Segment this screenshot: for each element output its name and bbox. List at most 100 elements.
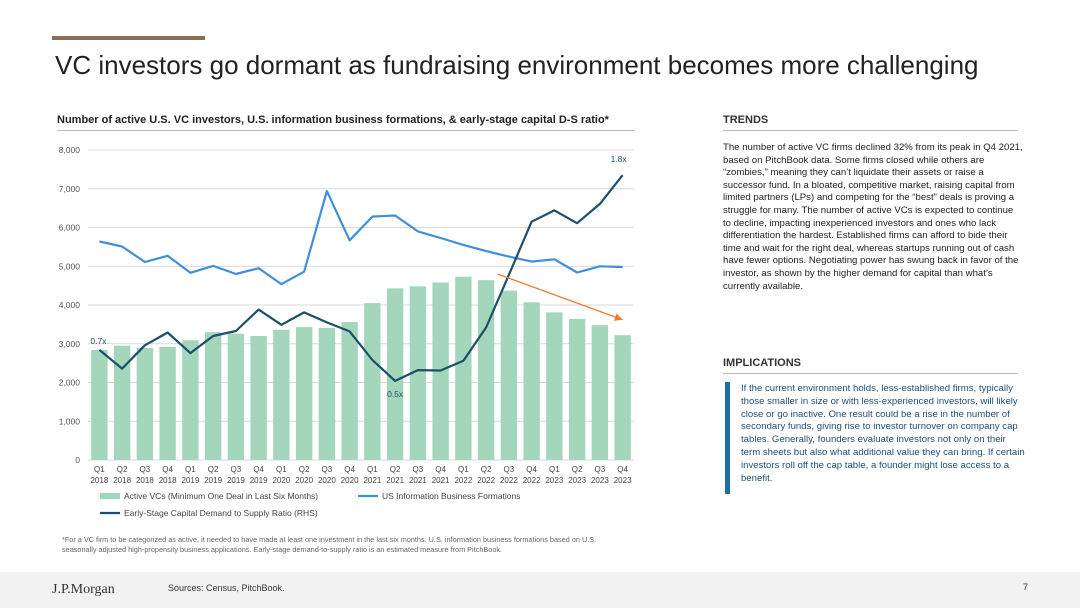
bar-active-vcs: [364, 303, 381, 460]
x-tick-quarter: Q4: [526, 465, 537, 474]
y-tick-label: 5,000: [59, 261, 81, 271]
x-tick-quarter: Q3: [140, 465, 151, 474]
bar-active-vcs: [204, 332, 222, 460]
x-tick-quarter: Q4: [617, 465, 628, 474]
trends-heading: TRENDS: [723, 114, 769, 126]
x-tick-quarter: Q4: [435, 465, 446, 474]
x-tick-quarter: Q3: [413, 465, 424, 474]
line-business-formations: [99, 190, 623, 286]
ratio-annotation: 0.7x: [90, 336, 107, 346]
y-tick-label: 7,000: [59, 184, 81, 194]
bar-active-vcs: [614, 335, 631, 460]
y-tick-label: 8,000: [59, 145, 81, 155]
bar-active-vcs: [136, 348, 154, 460]
x-tick-year: 2019: [204, 476, 222, 485]
x-tick-quarter: Q3: [595, 465, 606, 474]
x-tick-quarter: Q2: [208, 465, 219, 474]
x-tick-year: 2022: [454, 476, 472, 485]
y-tick-label: 6,000: [59, 223, 81, 233]
bar-active-vcs: [500, 290, 518, 460]
bar-active-vcs: [409, 286, 427, 460]
x-tick-quarter: Q4: [162, 465, 173, 474]
legend-label: Active VCs (Minimum One Deal in Last Six…: [124, 491, 318, 501]
bar-active-vcs: [523, 302, 540, 460]
bar-active-vcs: [250, 336, 267, 460]
x-tick-quarter: Q1: [458, 465, 469, 474]
x-tick-year: 2020: [341, 476, 359, 485]
x-tick-quarter: Q3: [322, 465, 333, 474]
x-tick-quarter: Q3: [504, 465, 515, 474]
y-tick-label: 2,000: [59, 378, 81, 388]
x-tick-year: 2023: [591, 476, 609, 485]
x-tick-quarter: Q2: [481, 465, 492, 474]
x-tick-year: 2021: [386, 476, 404, 485]
footer-bar: [0, 572, 1080, 608]
x-tick-quarter: Q2: [117, 465, 128, 474]
x-tick-year: 2018: [113, 476, 131, 485]
x-tick-year: 2021: [409, 476, 427, 485]
chart-footnote: *For a VC firm to be categorized as acti…: [62, 535, 597, 554]
trends-rule: [723, 130, 1018, 131]
ratio-annotation: 0.5x: [387, 389, 404, 399]
x-tick-year: 2019: [181, 476, 199, 485]
x-tick-year: 2018: [159, 476, 177, 485]
legend-swatch: [100, 493, 120, 499]
implications-accent-bar: [725, 382, 730, 494]
x-tick-quarter: Q2: [390, 465, 401, 474]
x-tick-quarter: Q2: [572, 465, 583, 474]
trends-text: The number of active VC firms declined 3…: [723, 142, 1023, 292]
x-tick-quarter: Q2: [299, 465, 310, 474]
bar-active-vcs: [341, 322, 358, 460]
bar-active-vcs: [182, 340, 199, 460]
bar-active-vcs: [295, 327, 313, 460]
x-tick-quarter: Q1: [367, 465, 378, 474]
chart-title-rule: [57, 130, 635, 131]
x-tick-year: 2020: [272, 476, 290, 485]
x-tick-quarter: Q1: [185, 465, 196, 474]
x-tick-quarter: Q1: [94, 465, 105, 474]
combo-chart: 0 1,000 2,000 3,000 4,000 5,000 6,000 7,000 8,00…: [59, 145, 634, 518]
bar-active-vcs: [477, 280, 495, 460]
legend-label: Early-Stage Capital Demand to Supply Rat…: [124, 508, 318, 518]
line-demand-supply-ratio: [98, 174, 624, 382]
x-tick-quarter: Q4: [344, 465, 355, 474]
x-tick-year: 2021: [432, 476, 450, 485]
bar-active-vcs: [568, 318, 586, 460]
x-tick-year: 2020: [295, 476, 313, 485]
bar-active-vcs: [546, 312, 563, 460]
bar-active-vcs: [91, 349, 108, 460]
x-tick-quarter: Q1: [549, 465, 560, 474]
legend-label: US Information Business Formations: [382, 491, 520, 501]
x-tick-year: 2019: [227, 476, 245, 485]
x-tick-quarter: Q1: [276, 465, 287, 474]
bar-active-vcs: [455, 276, 472, 460]
page-title: VC investors go dormant as fundraising e…: [55, 50, 979, 80]
x-tick-year: 2018: [136, 476, 154, 485]
top-accent-rule: [52, 36, 205, 40]
y-tick-label: 1,000: [59, 416, 81, 426]
x-tick-year: 2022: [523, 476, 541, 485]
chart-title: Number of active U.S. VC investors, U.S.…: [57, 114, 609, 126]
trend-arrow: [497, 273, 623, 321]
x-tick-quarter: Q3: [231, 465, 242, 474]
y-tick-label: 3,000: [59, 339, 81, 349]
bar-active-vcs: [318, 327, 336, 460]
bar-active-vcs: [273, 329, 290, 460]
x-tick-year: 2022: [477, 476, 495, 485]
bar-active-vcs: [591, 325, 609, 460]
y-tick-label: 4,000: [59, 300, 81, 310]
x-tick-year: 2018: [90, 476, 108, 485]
x-tick-quarter: Q4: [253, 465, 264, 474]
bar-active-vcs: [159, 346, 176, 460]
y-tick-label: 0: [75, 455, 80, 465]
implications-heading: IMPLICATIONS: [723, 357, 802, 369]
jpmorgan-logo: J.P.Morgan: [52, 582, 115, 597]
bar-active-vcs: [386, 288, 404, 460]
x-tick-year: 2023: [545, 476, 563, 485]
x-tick-year: 2019: [250, 476, 268, 485]
x-tick-year: 2023: [568, 476, 586, 485]
x-tick-year: 2022: [500, 476, 518, 485]
sources-text: Sources: Census, PitchBook.: [168, 583, 285, 593]
x-tick-year: 2023: [614, 476, 632, 485]
ratio-annotation: 1.8x: [611, 154, 628, 164]
